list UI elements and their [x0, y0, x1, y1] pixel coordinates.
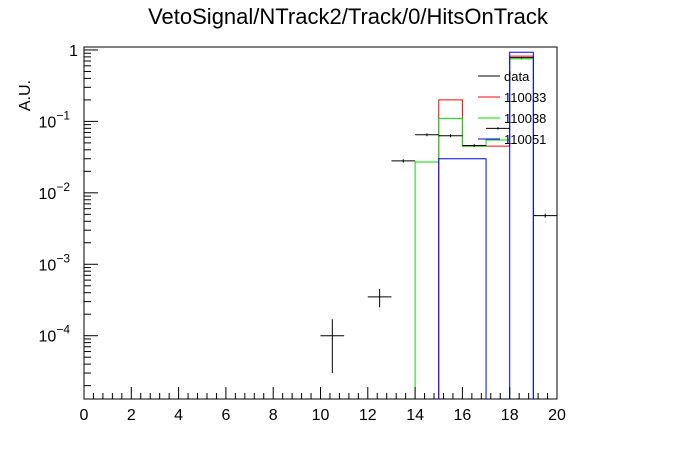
series-110038-histogram: [414, 58, 534, 399]
x-tick-label: 10: [312, 407, 330, 424]
x-tick-label: 20: [548, 407, 566, 424]
legend-label-110051: 110051: [504, 132, 546, 147]
plot-area: 0 2 4 6 8 10 12 14 16 18 20 10−4 10−3 10−2 10−1 1 data 11…: [39, 43, 566, 424]
chart-title: VetoSignal/NTrack2/Track/0/HitsOnTrack: [148, 4, 549, 29]
legend-label-110033: 110033: [504, 90, 546, 105]
x-tick-label: 18: [501, 407, 519, 424]
legend-label-110038: 110038: [504, 111, 546, 126]
y-axis-title: A.U.: [17, 80, 34, 111]
y-tick-label: 10−1: [39, 108, 71, 131]
x-tick-label: 16: [454, 407, 472, 424]
x-tick-label: 12: [359, 407, 377, 424]
y-tick-label: 10−3: [39, 251, 71, 274]
y-tick-label: 10−4: [39, 323, 71, 346]
x-tick-label: 8: [269, 407, 278, 424]
y-tick-label: 1: [69, 43, 78, 60]
x-tick-label: 2: [127, 407, 136, 424]
x-tick-label: 0: [80, 407, 89, 424]
x-tick-label: 14: [406, 407, 424, 424]
series-110051-histogram: [438, 51, 534, 399]
y-tick-label: 10−2: [39, 180, 71, 203]
x-tick-label: 4: [174, 407, 183, 424]
legend-label-data: data: [504, 69, 530, 84]
x-tick-label: 6: [221, 407, 230, 424]
